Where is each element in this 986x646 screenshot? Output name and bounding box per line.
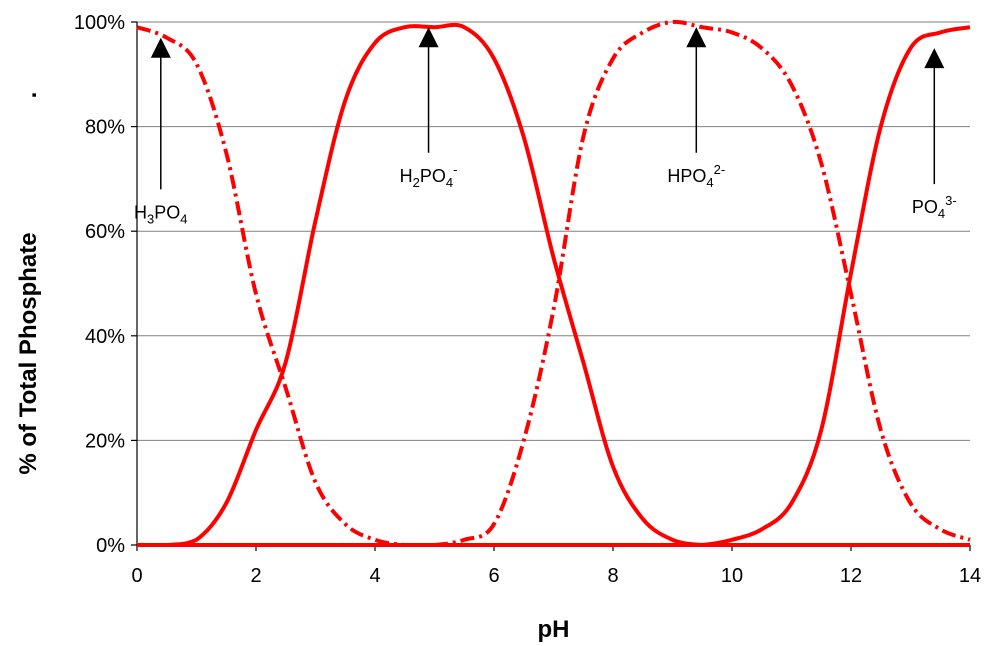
- x-tick-label: 10: [721, 565, 743, 587]
- series-line-h3po4: [136, 25, 970, 548]
- annotation-arrow-head: [686, 27, 707, 48]
- species-label: HPO42-: [667, 162, 725, 190]
- gridlines: [137, 21, 970, 441]
- y-tick-label: 20%: [85, 430, 125, 452]
- y-axis-title: % of Total Phosphate: [15, 232, 42, 474]
- x-tick-label: 0: [131, 565, 142, 587]
- series-line-hpo4: [136, 19, 971, 548]
- y-tick-label: 100%: [74, 12, 125, 34]
- annotation-arrow-head: [418, 27, 439, 48]
- y-tick-label: 40%: [85, 326, 125, 348]
- y-tick-label: 0%: [96, 535, 125, 557]
- y-axis-title-suffix: .: [15, 92, 42, 99]
- y-tick-label: 60%: [85, 221, 125, 243]
- x-tick-label: 6: [488, 565, 499, 587]
- x-axis-title: pH: [538, 616, 570, 643]
- annotation-arrow-head: [150, 37, 171, 58]
- annotations: H3PO4 H2PO4- HPO42- PO43-: [134, 27, 957, 226]
- x-tick-label: 12: [840, 565, 862, 587]
- species-label: H3PO4: [134, 202, 187, 226]
- axes: 0% 20% 40% 60% 80% 100% 0 2 4 6 8 10 12 14: [74, 12, 981, 587]
- y-tick-label: 80%: [85, 117, 125, 139]
- x-tick-label: 2: [250, 565, 261, 587]
- species-label: PO43-: [912, 193, 957, 221]
- x-tick-label: 8: [607, 565, 618, 587]
- series-lines: [136, 19, 971, 548]
- axis-labels: pH % of Total Phosphate .: [15, 92, 570, 643]
- x-tick-label: 14: [959, 565, 981, 587]
- species-label: H2PO4-: [400, 162, 458, 190]
- series-line-po4: [136, 25, 971, 548]
- series-line-h2po4: [136, 22, 970, 548]
- x-tick-label: 4: [369, 565, 380, 587]
- annotation-arrow-head: [924, 48, 945, 69]
